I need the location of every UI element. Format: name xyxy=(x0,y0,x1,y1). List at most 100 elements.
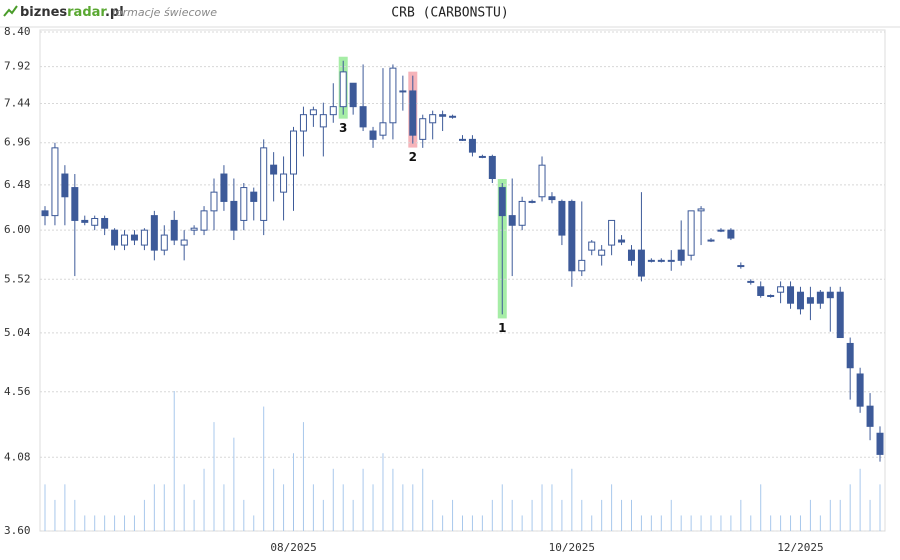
candle-body xyxy=(846,342,854,369)
candle-body xyxy=(329,106,337,116)
candle-body xyxy=(240,187,248,221)
candle-body xyxy=(270,164,278,175)
candle-body xyxy=(777,286,785,293)
candle-body xyxy=(41,210,49,217)
candle-body xyxy=(498,187,506,217)
candle-body xyxy=(717,229,725,232)
candle-body xyxy=(508,215,516,226)
candle-body xyxy=(170,219,178,241)
candle-body xyxy=(578,259,586,272)
candle-body xyxy=(71,187,79,221)
candle-body xyxy=(389,67,397,124)
candle-body xyxy=(409,90,417,136)
x-tick-label: 08/2025 xyxy=(270,541,316,554)
chart-title: CRB (CARBONSTU) xyxy=(391,6,508,21)
logo-icon xyxy=(3,5,18,17)
candle-body xyxy=(608,219,616,246)
candle-body xyxy=(478,155,486,158)
candle-body xyxy=(61,173,69,198)
candle-body xyxy=(657,259,665,262)
candle-body xyxy=(588,241,596,251)
candle-body xyxy=(816,291,824,304)
candle-body xyxy=(677,249,685,261)
candle-body xyxy=(707,239,715,242)
pattern-label: 2 xyxy=(409,150,417,164)
candle-body xyxy=(130,234,138,241)
candle-body xyxy=(727,229,735,239)
x-tick-label: 10/2025 xyxy=(549,541,595,554)
candle-body xyxy=(737,265,745,268)
y-tick-label: 3.60 xyxy=(4,524,31,537)
candle-body xyxy=(339,71,347,108)
y-tick-label: 7.44 xyxy=(4,96,31,109)
candle-body xyxy=(91,217,99,226)
candle-body xyxy=(468,138,476,153)
y-tick-label: 6.48 xyxy=(4,178,31,191)
candle-body xyxy=(459,138,466,141)
candle-body xyxy=(518,200,526,226)
candle-body xyxy=(528,200,536,203)
candle-body xyxy=(568,200,576,272)
candle-body xyxy=(836,291,844,339)
candle-body xyxy=(429,114,437,124)
candle-body xyxy=(81,219,89,223)
logo: biznesradar.pl xyxy=(20,5,124,20)
candle-body xyxy=(747,280,755,283)
candle-body xyxy=(687,210,695,256)
candle-body xyxy=(757,286,765,296)
candle-body xyxy=(618,239,626,243)
y-tick-label: 5.04 xyxy=(4,326,31,339)
y-tick-label: 6.96 xyxy=(4,136,31,149)
candle-body xyxy=(806,297,814,304)
candle-body xyxy=(866,405,874,427)
candle-body xyxy=(309,109,317,116)
candle-body xyxy=(180,239,188,246)
candle-body xyxy=(280,173,288,193)
candle-body xyxy=(260,147,268,221)
candle-body xyxy=(856,373,864,407)
candle-body xyxy=(439,114,447,117)
candle-body xyxy=(787,286,795,304)
candle-body xyxy=(160,234,168,251)
logo-part: biznes xyxy=(20,5,67,20)
candle-body xyxy=(359,106,367,128)
candle-body xyxy=(826,291,834,299)
y-tick-label: 4.56 xyxy=(4,385,31,398)
candle-body xyxy=(399,90,407,93)
candle-body xyxy=(598,249,606,256)
candle-body xyxy=(627,249,635,261)
y-tick-label: 8.40 xyxy=(4,25,31,38)
candle-body xyxy=(230,200,238,231)
logo-part: .pl xyxy=(105,5,124,20)
logo-part: radar xyxy=(67,5,107,20)
candle-body xyxy=(250,191,258,202)
candle-body xyxy=(220,173,228,202)
candle-body xyxy=(697,208,705,212)
candle-body xyxy=(290,130,298,175)
candle-body xyxy=(488,155,496,180)
candle-body xyxy=(121,234,129,246)
candle-body xyxy=(349,82,357,108)
pattern-label: 3 xyxy=(339,121,347,135)
y-tick-label: 5.52 xyxy=(4,272,31,285)
x-tick-label: 12/2025 xyxy=(777,541,823,554)
candle-body xyxy=(101,217,109,229)
y-tick-label: 6.00 xyxy=(4,223,31,236)
y-tick-label: 4.08 xyxy=(4,450,31,463)
candle-body xyxy=(538,164,546,198)
candle-body xyxy=(449,115,457,118)
candle-body xyxy=(51,147,59,217)
candle-body xyxy=(200,210,208,231)
subtitle: formacje świecowe xyxy=(112,6,217,19)
candle-body xyxy=(319,114,327,128)
candle-body xyxy=(637,249,645,277)
candle-body xyxy=(150,215,158,251)
candle-body xyxy=(558,200,566,236)
candle-body xyxy=(299,114,307,132)
candle-body xyxy=(210,191,218,212)
candle-body xyxy=(876,432,884,455)
candle-body xyxy=(796,291,804,310)
candle-body xyxy=(379,122,387,136)
